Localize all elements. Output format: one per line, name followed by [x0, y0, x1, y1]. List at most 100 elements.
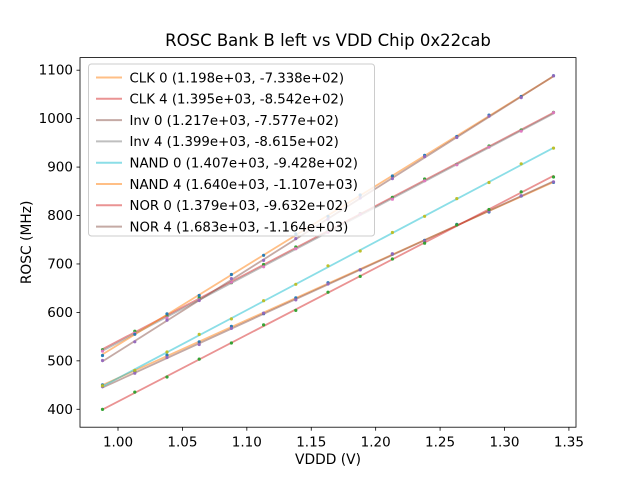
legend-label-nor-4: NOR 4 (1.683e+03, -1.164e+03)	[130, 220, 349, 235]
data-point-nor-4	[100, 358, 105, 363]
data-point-inv-4	[165, 316, 169, 320]
legend-item-inv-4: Inv 4 (1.399e+03, -8.615e+02)	[96, 135, 339, 150]
legend-item-nor-4: NOR 4 (1.683e+03, -1.164e+03)	[96, 220, 348, 235]
x-tick-label: 1.05	[167, 435, 197, 451]
data-point-nor-4	[229, 277, 233, 281]
data-point-nand-0	[326, 264, 330, 268]
data-point-inv-4	[423, 179, 427, 183]
y-tick-label: 1000	[39, 111, 73, 127]
data-point-nor-0	[100, 407, 105, 411]
legend-item-clk-0: CLK 0 (1.198e+03, -7.338e+02)	[96, 71, 344, 86]
data-point-inv-0	[197, 342, 201, 347]
data-point-nor-0	[326, 290, 330, 294]
legend-label-nand-0: NAND 0 (1.407e+03, -9.428e+02)	[130, 157, 358, 172]
y-axis: 400 500 600 700 800 900 1000 1100	[39, 63, 80, 418]
data-point-nor-0	[551, 175, 556, 179]
data-point-nor-0	[487, 207, 491, 212]
axes-spines	[79, 57, 577, 428]
y-tick-label: 900	[47, 160, 73, 176]
data-point-inv-0	[262, 311, 266, 315]
y-tick-label: 1100	[39, 63, 73, 79]
y-tick-label: 600	[47, 305, 73, 321]
legend-label-clk-0: CLK 0 (1.198e+03, -7.338e+02)	[130, 71, 345, 86]
data-point-inv-4	[390, 197, 394, 201]
data-point-inv-4	[262, 265, 266, 269]
legend-item-inv-0: Inv 0 (1.217e+03, -7.577e+02)	[96, 114, 339, 129]
data-point-nor-0	[519, 190, 523, 194]
data-point-nor-4	[390, 177, 394, 181]
data-point-nor-0	[423, 241, 427, 245]
data-point-nor-4	[551, 74, 556, 78]
data-point-inv-0	[294, 298, 298, 302]
data-point-nor-0	[133, 390, 137, 394]
data-point-clk-0	[165, 353, 169, 357]
data-point-nand-4	[197, 293, 201, 298]
legend-item-nand-4: NAND 4 (1.640e+03, -1.107e+03)	[96, 178, 358, 193]
x-tick-label: 1.00	[103, 435, 133, 451]
data-point-inv-0	[358, 268, 362, 272]
data-point-nor-0	[358, 274, 362, 278]
data-point-inv-4	[487, 145, 491, 149]
legend-item-nand-0: NAND 0 (1.407e+03, -9.428e+02)	[96, 157, 358, 172]
data-point-nand-0	[551, 146, 556, 150]
series-nor-0	[100, 174, 556, 411]
data-point-nor-0	[229, 341, 233, 345]
data-point-nand-0	[229, 317, 233, 321]
data-point-nand-4	[133, 332, 137, 336]
legend-label-nand-4: NAND 4 (1.640e+03, -1.107e+03)	[130, 178, 358, 193]
x-tick-label: 1.10	[232, 435, 262, 451]
data-point-nand-0	[423, 214, 427, 218]
data-point-inv-0	[229, 326, 233, 330]
legend-label-nor-0: NOR 0 (1.379e+03, -9.632e+02)	[130, 199, 349, 214]
data-point-nor-4	[423, 155, 427, 159]
data-point-inv-0	[326, 282, 330, 286]
data-point-nand-0	[358, 249, 362, 253]
data-point-nand-4	[262, 253, 266, 257]
x-tick-label: 1.20	[361, 435, 391, 451]
data-point-nor-4	[455, 135, 459, 140]
chart-legend: CLK 0 (1.198e+03, -7.338e+02) CLK 4 (1.39…	[88, 63, 375, 237]
legend-item-nor-0: NOR 0 (1.379e+03, -9.632e+02)	[96, 199, 348, 214]
data-point-nor-4	[165, 318, 169, 322]
data-point-nor-0	[390, 257, 394, 261]
data-point-nand-0	[100, 384, 105, 388]
data-point-inv-4	[519, 129, 523, 133]
x-tick-label: 1.30	[489, 435, 519, 451]
data-point-inv-4	[455, 163, 459, 167]
data-point-inv-0	[390, 252, 394, 256]
data-point-nand-0	[487, 180, 491, 185]
data-point-inv-0	[165, 355, 169, 360]
data-point-nor-0	[455, 223, 459, 227]
legend-frame	[88, 63, 375, 237]
legend-label-inv-0: Inv 0 (1.217e+03, -7.577e+02)	[130, 114, 339, 129]
data-point-nor-4	[294, 237, 298, 241]
x-axis-label: VDDD (V)	[295, 452, 361, 468]
data-point-nor-4	[133, 340, 137, 344]
data-point-nand-4	[229, 272, 233, 277]
data-point-inv-4	[294, 247, 298, 251]
x-axis: 1.00 1.05 1.10 1.15 1.20 1.25 1.30 1.35	[103, 427, 584, 451]
data-point-inv-4	[100, 349, 105, 353]
data-point-nand-4	[165, 312, 169, 316]
y-axis-label: ROSC (MHz)	[19, 201, 35, 285]
data-point-nand-0	[519, 162, 523, 166]
y-tick-label: 500	[47, 353, 73, 369]
legend-item-clk-4: CLK 4 (1.395e+03, -8.542e+02)	[96, 93, 344, 108]
data-point-nor-0	[262, 323, 266, 327]
y-tick-label: 700	[47, 256, 73, 272]
data-point-inv-0	[519, 194, 523, 198]
legend-label-inv-4: Inv 4 (1.399e+03, -8.615e+02)	[130, 135, 339, 150]
data-point-nand-0	[294, 282, 298, 286]
data-point-nor-4	[262, 258, 266, 262]
data-point-nand-0	[455, 197, 459, 201]
x-tick-label: 1.25	[425, 435, 455, 451]
data-point-nand-0	[262, 299, 266, 303]
chart-title: ROSC Bank B left vs VDD Chip 0x22cab	[165, 31, 491, 50]
data-point-nor-4	[487, 114, 491, 118]
series-nand-0	[100, 146, 556, 388]
data-point-nor-0	[294, 308, 298, 312]
data-point-nand-4	[100, 353, 105, 358]
data-point-nor-0	[165, 375, 169, 379]
data-point-nor-4	[519, 96, 523, 100]
